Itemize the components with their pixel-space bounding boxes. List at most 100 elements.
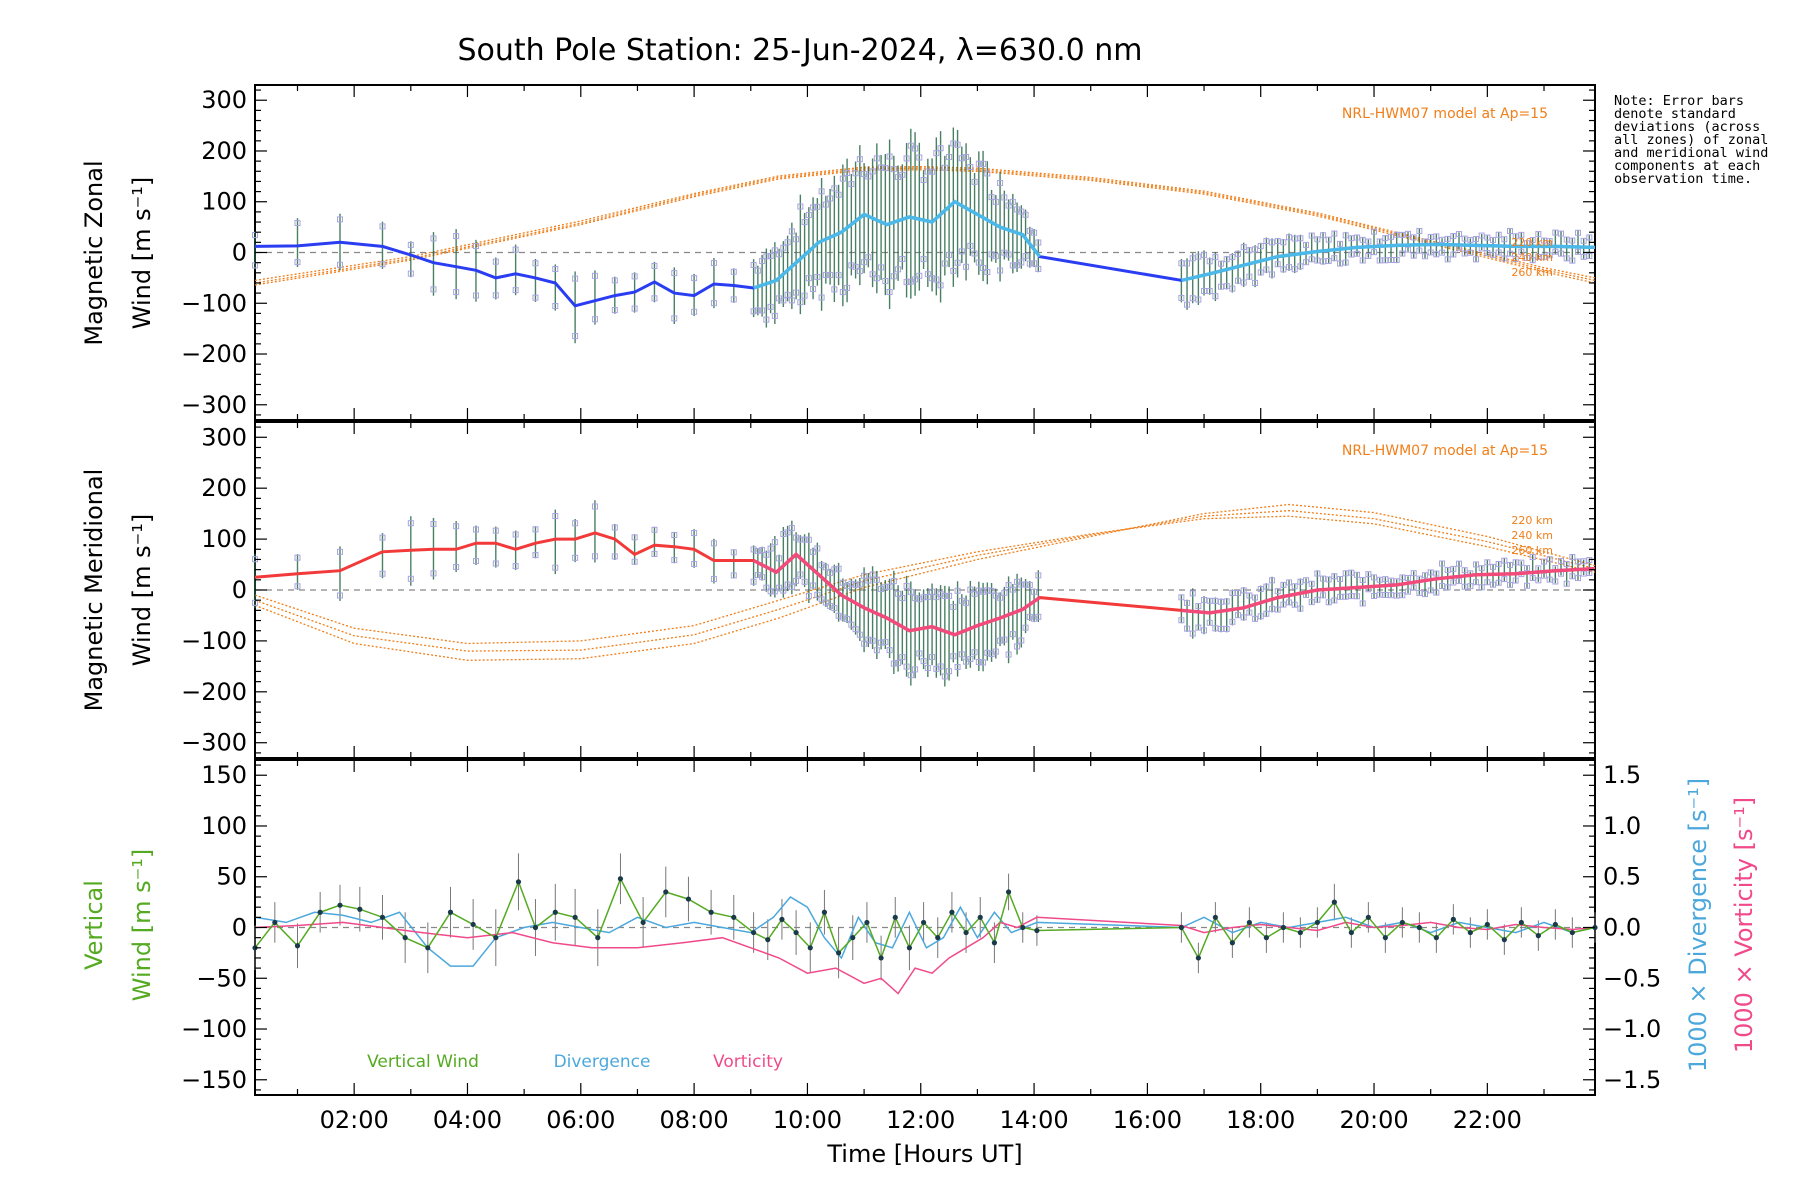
- zonal-sample-point: [1410, 234, 1417, 241]
- zonal-sample-point: [1331, 230, 1338, 237]
- vorticity-line: [254, 916, 1596, 995]
- zonal-sample-point: [750, 308, 757, 315]
- meridional-sample-point: [1348, 593, 1355, 600]
- zonal-sample-point: [797, 203, 804, 210]
- zonal-sample-point: [814, 273, 821, 280]
- zonal-sample-point: [492, 258, 499, 265]
- vertical-wind-point: [878, 955, 884, 961]
- meridional-sample-point: [861, 640, 868, 647]
- meridional-sample-point: [1269, 605, 1276, 612]
- zonal-sample-point: [611, 277, 618, 284]
- meridional-sample-point: [512, 531, 519, 538]
- meridional-sample-point: [1450, 579, 1457, 586]
- x-tick-label: 08:00: [660, 1106, 729, 1134]
- zonal-sample-point: [1274, 261, 1281, 268]
- meridional-sample-point: [379, 570, 386, 577]
- zonal-sample-point: [1580, 237, 1587, 244]
- zonal-mean-line-dense2: [1181, 242, 1596, 283]
- meridional-sample-point: [1009, 631, 1016, 638]
- meridional-sample-point: [472, 558, 479, 565]
- meridional-sample-point: [1189, 630, 1196, 637]
- zonal-sample-point: [954, 141, 961, 148]
- meridional-sample-point: [532, 526, 539, 533]
- vertical-wind-point: [685, 896, 692, 902]
- zonal-sample-point: [1405, 246, 1412, 253]
- divergence-line: [254, 896, 1596, 967]
- meridional-sample-point: [1269, 577, 1276, 584]
- zonal-sample-point: [1331, 255, 1338, 262]
- zonal-sample-point: [1433, 251, 1440, 258]
- zonal-sample-point: [1195, 296, 1202, 303]
- meridional-sample-point: [1291, 583, 1298, 590]
- zonal-sample-point: [784, 291, 791, 298]
- x-tick-label: 16:00: [1113, 1106, 1182, 1134]
- zonal-sample-point: [1473, 236, 1480, 243]
- vertical-wind-point: [515, 879, 522, 885]
- meridional-sample-point: [1388, 592, 1395, 599]
- vertical-wind-point: [920, 919, 927, 926]
- vertical-wind-point: [1535, 933, 1541, 939]
- vertical-wind-point: [1020, 924, 1026, 931]
- zonal-sample-point: [793, 289, 800, 296]
- zonal-sample-point: [835, 191, 842, 198]
- meridional-sample-point: [835, 612, 842, 619]
- zonal-sample-point: [1518, 231, 1525, 238]
- meridional-sample-point: [980, 588, 987, 595]
- meridional-sample-point: [895, 590, 902, 597]
- zonal-sample-point: [1541, 237, 1548, 244]
- meridional-sample-point: [1331, 573, 1338, 580]
- meridional-sample-point: [552, 564, 559, 571]
- zonal-sample-point: [992, 253, 999, 260]
- zonal-ytick-label: 200: [201, 137, 247, 165]
- zonal-sample-point: [801, 219, 808, 226]
- meridional-sample-point: [1529, 575, 1536, 582]
- meridional-sample-point: [1371, 592, 1378, 599]
- zonal-sample-point: [1026, 260, 1033, 267]
- meridional-sample-point: [631, 558, 638, 565]
- zonal-sample-point: [453, 233, 460, 240]
- zonal-sample-point: [1382, 235, 1389, 242]
- error-bar-note: Note: Error bars denote standard deviati…: [1614, 93, 1769, 187]
- meridional-sample-point: [1035, 613, 1042, 620]
- zonal-sample-point: [1263, 266, 1270, 273]
- meridional-sample-point: [903, 582, 910, 589]
- zonal-sample-point: [1535, 253, 1542, 260]
- zonal-sample-point: [1575, 248, 1582, 255]
- meridional-sample-point: [1229, 618, 1236, 625]
- zonal-sample-point: [1405, 230, 1412, 237]
- meridional-sample-point: [852, 581, 859, 588]
- vertical-wind-point: [663, 889, 669, 895]
- vertical-ylabel-line1: Vertical: [80, 880, 108, 970]
- meridional-sample-point: [984, 587, 991, 594]
- meridional-sample-point: [929, 588, 936, 595]
- vertical-ytick-label: 0: [232, 914, 247, 942]
- vertical-wind-point: [317, 909, 323, 915]
- meridional-sample-point: [1433, 589, 1440, 596]
- zonal-sample-point: [882, 165, 889, 172]
- meridional-sample-point: [1291, 601, 1298, 608]
- zonal-sample-point: [1206, 288, 1213, 295]
- zonal-sample-point: [1246, 273, 1253, 280]
- meridional-sample-point: [822, 599, 829, 606]
- meridional-sample-point: [988, 587, 995, 594]
- zonal-sample-point: [1546, 238, 1553, 245]
- zonal-sample-point: [886, 289, 893, 296]
- zonal-sample-point: [912, 276, 919, 283]
- zonal-sample-point: [903, 279, 910, 286]
- meridional-sample-point: [827, 569, 834, 576]
- zonal-sample-point: [1558, 250, 1565, 257]
- meridional-sample-point: [907, 672, 914, 679]
- meridional-sample-point: [691, 529, 698, 536]
- meridional-sample-point: [941, 673, 948, 680]
- vertical-wind-point: [892, 914, 898, 920]
- meridional-sample-point: [1031, 588, 1038, 595]
- meridional-sample-point: [1359, 600, 1366, 607]
- zonal-sample-point: [1376, 257, 1383, 264]
- vertical-wind-point: [1246, 919, 1252, 926]
- meridional-sample-point: [1433, 570, 1440, 577]
- meridional-sample-point: [780, 531, 787, 538]
- meridional-sample-point: [1422, 591, 1429, 598]
- zonal-sample-point: [835, 272, 842, 279]
- meridional-sample-point: [1184, 599, 1191, 606]
- meridional-sample-point: [920, 594, 927, 601]
